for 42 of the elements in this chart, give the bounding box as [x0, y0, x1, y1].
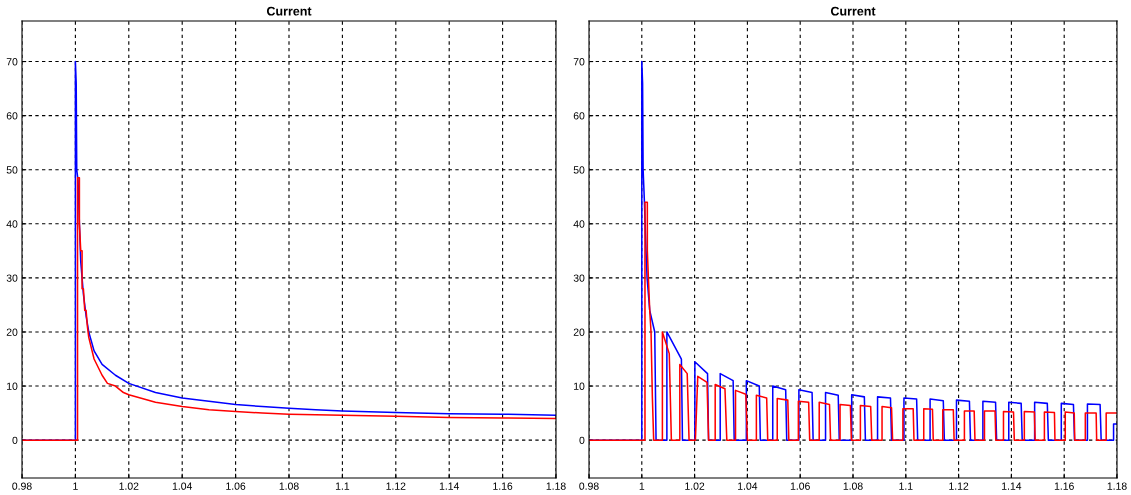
y-tick-label: 60	[6, 112, 18, 120]
y-tick-label: 70	[6, 58, 18, 66]
y-tick-label: 60	[573, 112, 585, 120]
y-tick-label: 0	[12, 436, 18, 445]
x-tick-label: 1.1	[899, 482, 913, 490]
x-tick-label: 1.04	[172, 482, 193, 490]
x-tick-label: 1.16	[1054, 482, 1074, 490]
x-tick-label: 1.06	[226, 482, 246, 490]
y-tick-label: 0	[579, 436, 585, 445]
x-tick-label: 0.98	[12, 482, 32, 490]
y-tick-label: 20	[6, 328, 18, 336]
x-tick-label: 1.08	[843, 482, 863, 490]
x-tick-label: 1.12	[386, 482, 406, 490]
x-tick-label: 1.18	[546, 482, 566, 490]
chart-title: Current	[266, 6, 312, 16]
y-tick-label: 50	[6, 166, 18, 174]
x-tick-label: 1	[639, 482, 645, 490]
y-tick-label: 30	[573, 274, 585, 282]
x-tick-label: 1.14	[1002, 482, 1022, 490]
y-tick-label: 70	[573, 58, 585, 66]
y-tick-label: 10	[7, 382, 18, 390]
x-tick-label: 1.14	[439, 482, 460, 490]
x-tick-label: 1.1	[335, 482, 350, 490]
x-tick-label: 1.08	[279, 482, 299, 490]
x-tick-label: 1.16	[493, 482, 513, 490]
x-tick-label: 1.02	[119, 482, 139, 490]
x-tick-label: 1.06	[790, 482, 810, 490]
x-tick-label: 1.02	[685, 482, 705, 490]
chart-title: Current	[830, 6, 876, 16]
line-series	[22, 177, 556, 441]
y-tick-label: 40	[6, 220, 18, 228]
x-tick-label: 1.04	[738, 482, 758, 490]
x-tick-label: 1	[73, 482, 78, 490]
y-tick-label: 10	[574, 382, 585, 390]
x-tick-label: 0.98	[579, 482, 599, 490]
x-tick-label: 1.12	[949, 482, 969, 490]
y-tick-label: 20	[573, 328, 585, 336]
y-tick-label: 40	[573, 220, 585, 228]
line-series	[589, 201, 1117, 441]
y-tick-label: 30	[6, 274, 18, 282]
x-tick-label: 1.18	[1107, 482, 1127, 490]
y-tick-label: 50	[573, 166, 585, 174]
